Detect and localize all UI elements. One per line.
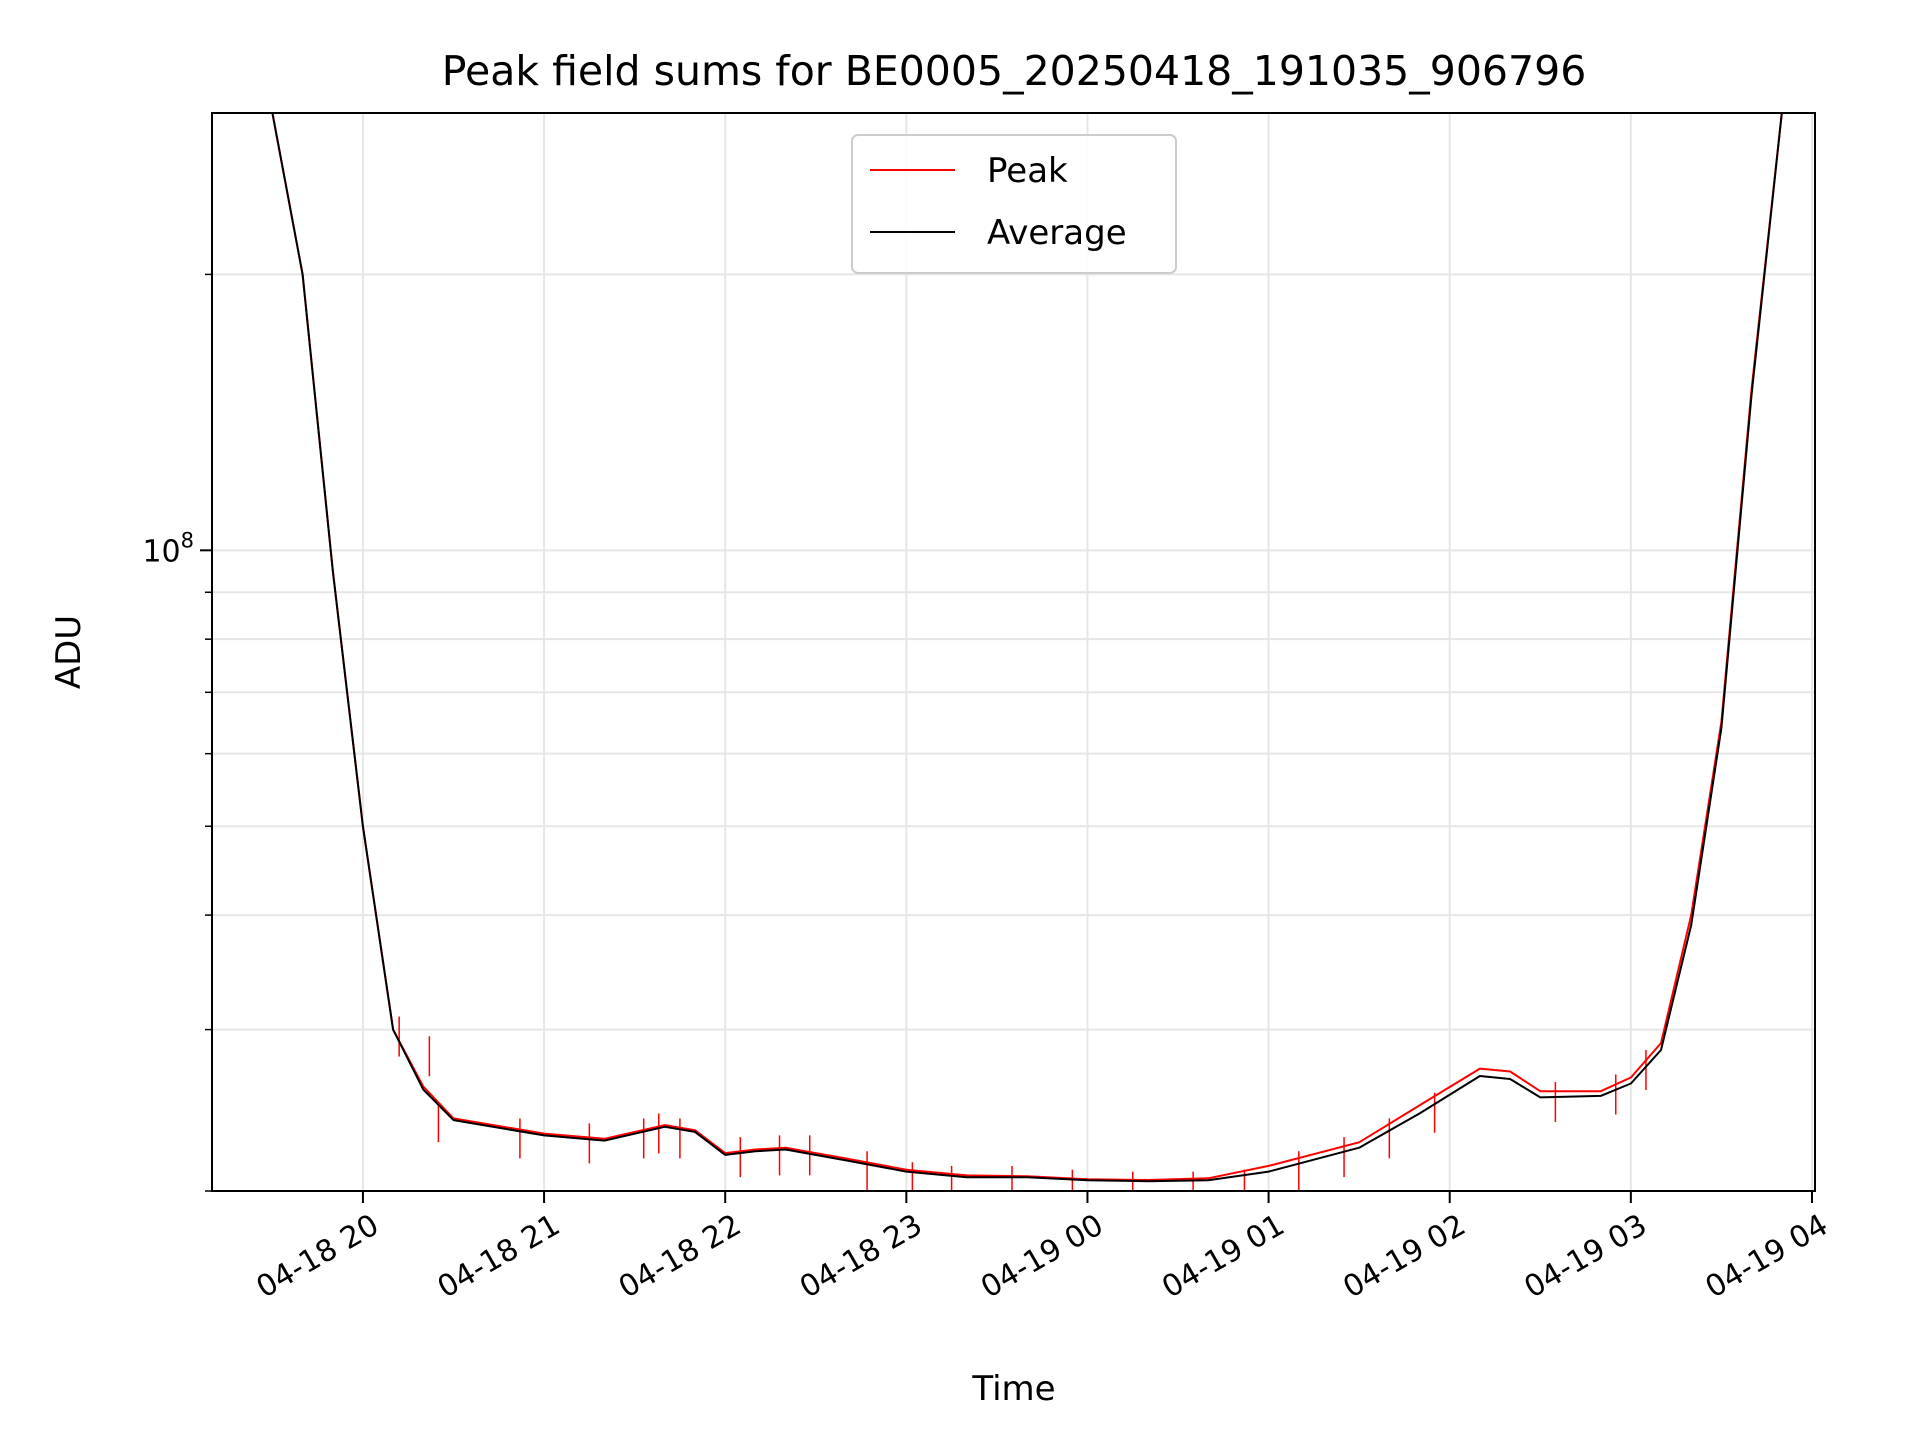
x-axis-label: Time — [971, 1369, 1055, 1409]
series-line-peak — [212, 113, 1815, 1181]
legend: Peak Average — [851, 134, 1177, 274]
series-line-average — [212, 113, 1815, 1183]
y-tick-label: 108 — [142, 528, 194, 569]
series-layer — [212, 113, 1815, 1191]
x-tick-label: 04-19 03 — [1519, 1208, 1653, 1306]
y-axis-label: ADU — [49, 615, 89, 689]
x-tick-label: 04-18 23 — [794, 1208, 928, 1306]
plot-frame — [211, 112, 1816, 1192]
x-tick-label: 04-18 20 — [251, 1208, 385, 1306]
x-tick-label: 04-19 04 — [1700, 1208, 1834, 1306]
x-tick-label: 04-19 02 — [1337, 1208, 1471, 1306]
x-tick-label: 04-18 21 — [432, 1208, 566, 1306]
grid — [212, 113, 1815, 1192]
legend-label-peak: Peak — [987, 151, 1068, 191]
x-tick-label: 04-19 00 — [975, 1208, 1109, 1306]
chart-title: Peak field sums for BE0005_20250418_1910… — [442, 47, 1587, 95]
x-axis: 04-18 20 04-18 21 04-18 22 04-18 23 04-19 00… — [251, 1191, 1834, 1305]
x-tick-label: 04-19 01 — [1156, 1208, 1290, 1306]
y-axis: 108 — [142, 273, 212, 1192]
x-tick-label: 04-18 22 — [613, 1208, 747, 1306]
legend-label-average: Average — [987, 213, 1127, 253]
